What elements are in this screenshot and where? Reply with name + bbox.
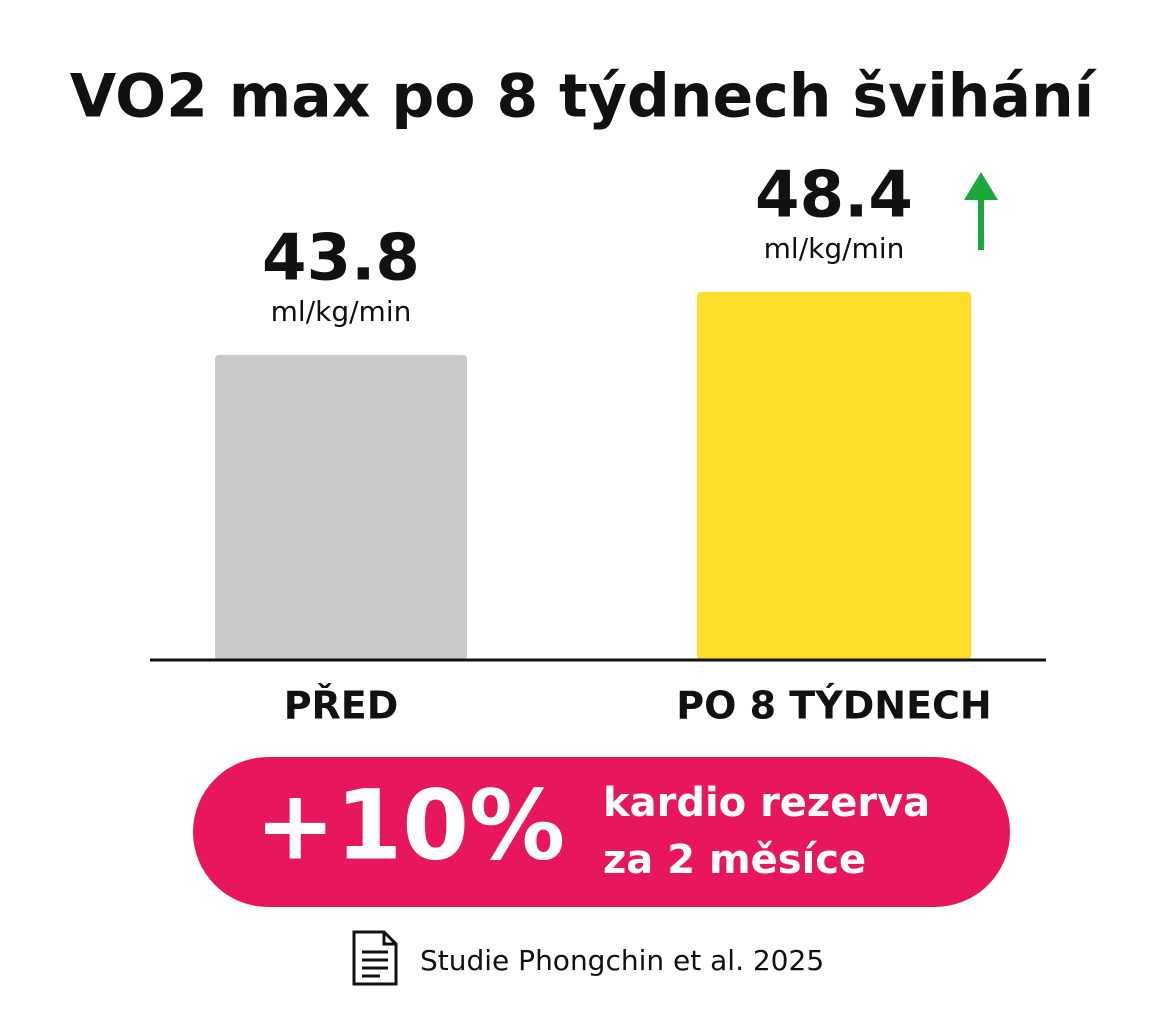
callout-value: +10%: [255, 769, 565, 881]
callout-line: kardio rezerva: [603, 780, 930, 826]
unit-label: ml/kg/min: [271, 295, 412, 328]
x-tick-label: PŘED: [284, 684, 399, 728]
unit-label: ml/kg/min: [764, 232, 905, 265]
x-tick-label: PO 8 TÝDNECH: [676, 684, 992, 728]
callout-line: za 2 měsíce: [603, 837, 866, 883]
document-icon: [352, 930, 398, 986]
source: Studie Phongchin et al. 2025: [420, 944, 824, 977]
chart-title: VO2 max po 8 týdnech švihání: [70, 62, 1098, 132]
up-arrow: [964, 172, 998, 250]
value-label: 43.8: [262, 221, 420, 295]
value-label: 48.4: [755, 158, 913, 232]
bar: [215, 354, 467, 660]
bar: [697, 291, 971, 660]
callout-pill: [193, 757, 1010, 907]
